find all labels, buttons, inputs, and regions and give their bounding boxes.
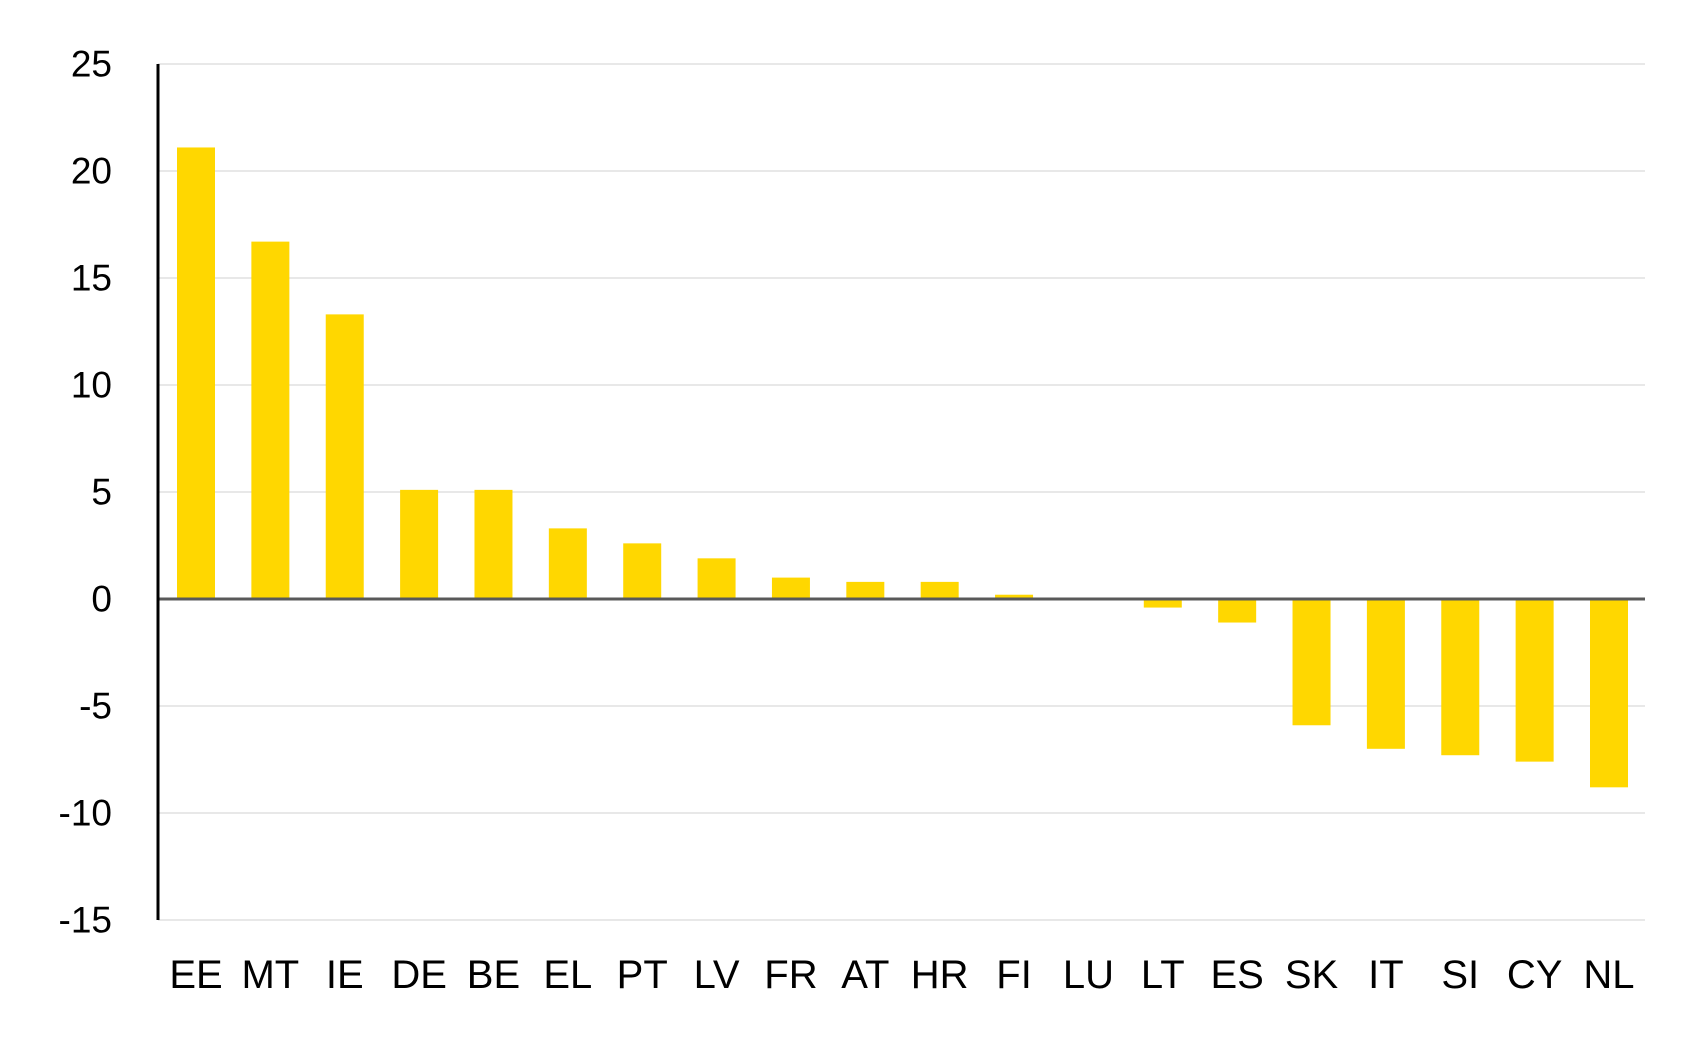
x-tick-label: LV xyxy=(694,953,740,997)
y-tick-label: 25 xyxy=(71,44,112,85)
x-tick-label: SI xyxy=(1441,953,1479,997)
bar-lt xyxy=(1143,599,1182,608)
x-tick-label: MT xyxy=(241,953,299,997)
gridlines xyxy=(158,63,1645,921)
bar-de xyxy=(400,489,439,599)
x-tick-label: NL xyxy=(1583,953,1634,997)
y-tick-labels: 25 20 15 10 5 0 -5 -10 -15 xyxy=(59,44,112,941)
x-tick-label: BE xyxy=(467,953,520,997)
x-tick-label: LU xyxy=(1063,953,1114,997)
x-tick-label: FI xyxy=(996,953,1032,997)
bar-el xyxy=(548,528,587,599)
y-tick-label: 15 xyxy=(71,258,112,299)
x-tick-label: HR xyxy=(911,953,969,997)
bar-es xyxy=(1218,599,1257,623)
y-tick-label: 20 xyxy=(71,151,112,192)
y-tick-label: 0 xyxy=(91,579,112,620)
bar-pt xyxy=(623,543,662,599)
x-tick-label: CY xyxy=(1507,953,1563,997)
y-tick-label: 10 xyxy=(71,365,112,406)
x-tick-label: EE xyxy=(169,953,222,997)
y-tick-label: -10 xyxy=(59,793,112,834)
y-tick-label: 5 xyxy=(91,472,112,513)
x-tick-label: SK xyxy=(1285,953,1339,997)
bar-ee xyxy=(177,147,215,599)
y-tick-label: -5 xyxy=(79,686,112,727)
x-tick-label: PT xyxy=(617,953,668,997)
y-tick-label: -15 xyxy=(59,900,112,941)
x-tick-label: AT xyxy=(841,953,889,997)
x-tick-label: FR xyxy=(764,953,817,997)
bar-si xyxy=(1441,599,1480,756)
x-tick-label: IT xyxy=(1368,953,1404,997)
bar-cy xyxy=(1515,599,1554,762)
bar-nl xyxy=(1590,599,1628,788)
bar-be xyxy=(474,489,513,599)
bar-at xyxy=(846,581,885,599)
bar-it xyxy=(1366,599,1405,749)
x-tick-label: EL xyxy=(543,953,592,997)
axes xyxy=(156,64,1645,920)
bars xyxy=(177,147,1628,788)
bar-ie xyxy=(325,314,364,599)
x-tick-label: LT xyxy=(1141,953,1185,997)
x-tick-label: DE xyxy=(391,953,447,997)
bar-hr xyxy=(920,581,959,599)
bar-fr xyxy=(771,577,810,599)
bar-mt xyxy=(251,241,290,599)
x-tick-labels: EE MT IE DE BE EL PT LV FR AT HR FI LU LT ES SK IT SI CY NL xyxy=(169,953,1634,997)
bar-fi xyxy=(995,594,1034,599)
x-tick-label: ES xyxy=(1210,953,1263,997)
bar-lv xyxy=(697,558,736,599)
bar-sk xyxy=(1292,599,1331,726)
x-tick-label: IE xyxy=(326,953,364,997)
